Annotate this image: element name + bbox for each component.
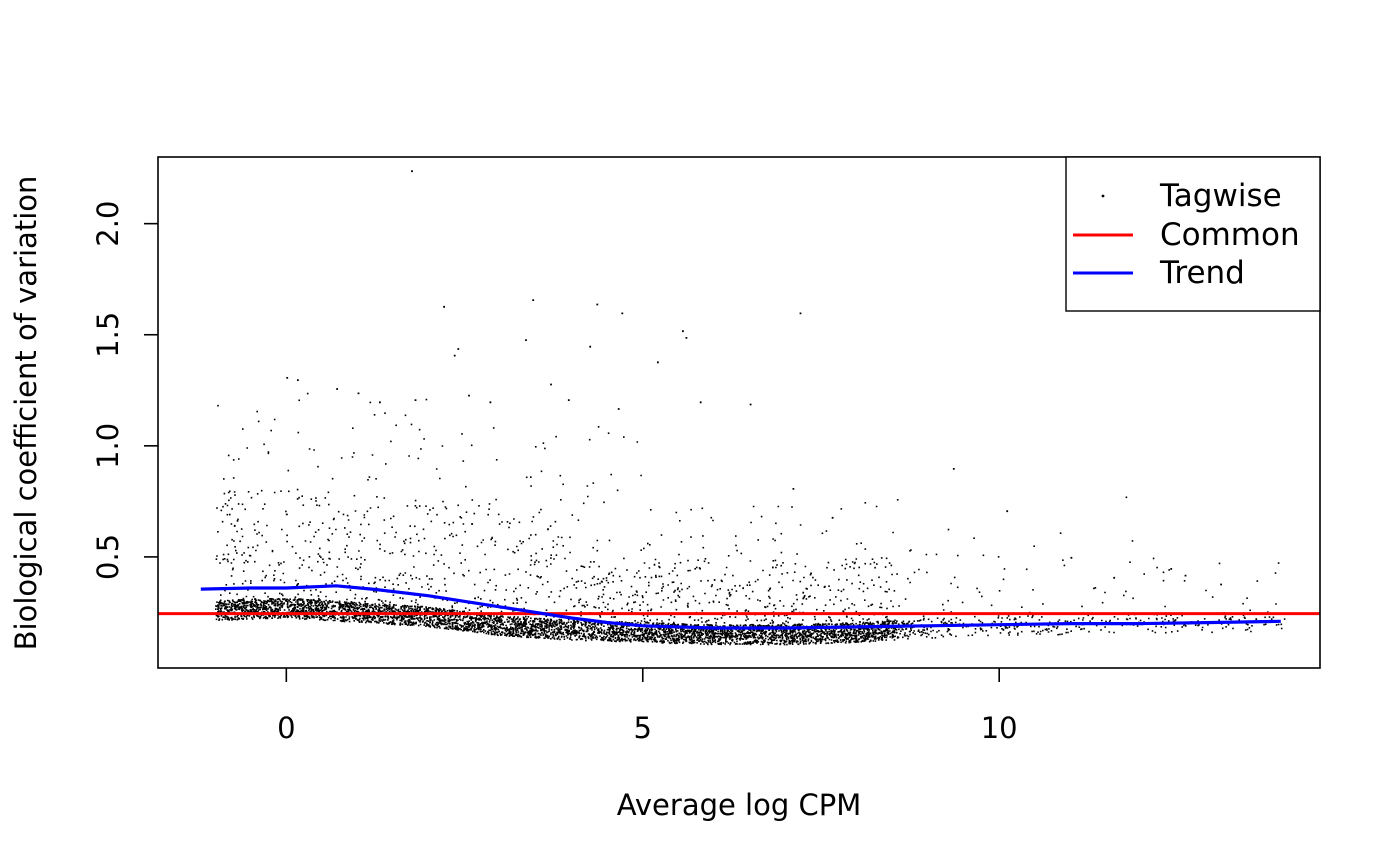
y-tick-label-0: 0.5 <box>91 534 125 580</box>
y-tick-label-1: 1.0 <box>91 423 125 469</box>
legend-label-common: Common <box>1160 217 1300 253</box>
x-axis-title: Average log CPM <box>617 788 862 822</box>
y-axis: 0.5 1.0 1.5 2.0 <box>91 201 158 580</box>
legend-symbol-tagwise <box>1101 194 1105 198</box>
y-tick-label-2: 1.5 <box>91 312 125 358</box>
legend-label-tagwise: Tagwise <box>1159 178 1282 214</box>
fit-lines <box>158 584 1320 630</box>
trend-line <box>200 584 1281 630</box>
x-tick-label-1: 5 <box>634 711 652 745</box>
legend-label-trend: Trend <box>1159 255 1245 291</box>
x-tick-label-0: 0 <box>277 711 295 745</box>
y-axis-title: Biological coefficient of variation <box>9 176 43 651</box>
y-tick-label-3: 2.0 <box>91 201 125 247</box>
x-axis: 0 5 10 <box>277 668 1018 745</box>
x-tick-label-2: 10 <box>981 711 1018 745</box>
legend: Tagwise Common Trend <box>1065 156 1321 312</box>
plot-frame <box>157 156 1321 669</box>
